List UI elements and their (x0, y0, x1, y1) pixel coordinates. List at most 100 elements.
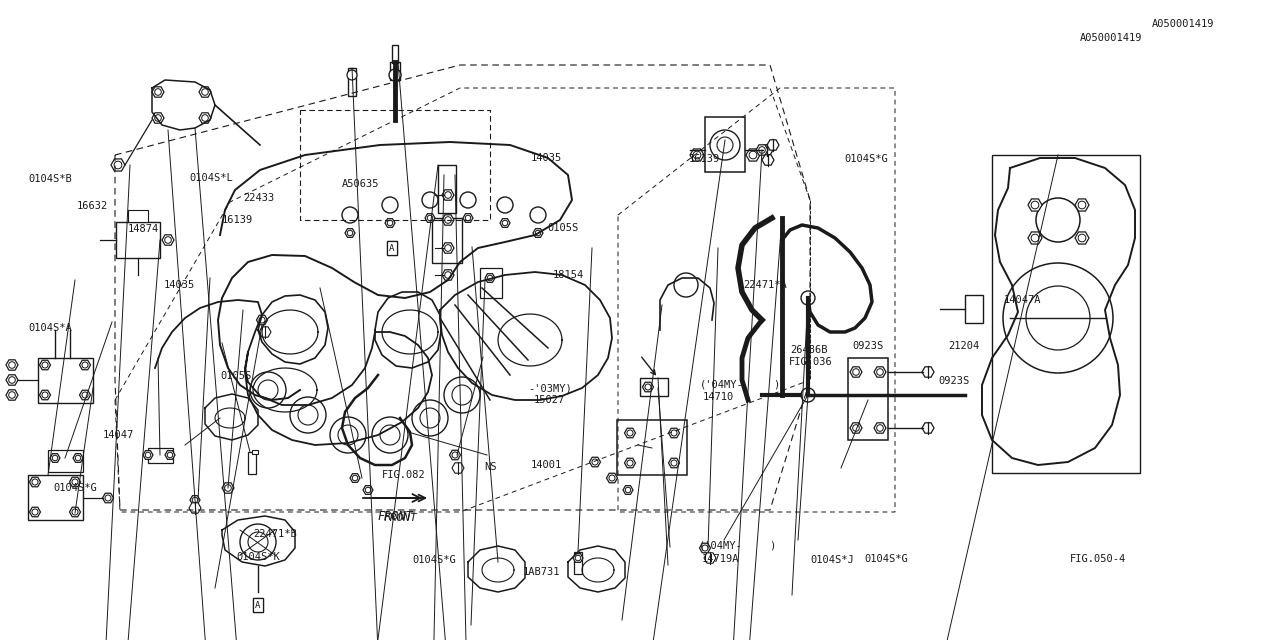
Polygon shape (1075, 199, 1089, 211)
Bar (480, 268, 502, 298)
Circle shape (298, 405, 317, 425)
Bar (438, 165, 456, 213)
Circle shape (338, 425, 358, 445)
Polygon shape (152, 113, 164, 123)
Polygon shape (1075, 232, 1089, 244)
Text: 18154: 18154 (553, 270, 584, 280)
Circle shape (694, 151, 701, 159)
Circle shape (428, 215, 433, 221)
Polygon shape (762, 145, 773, 155)
Circle shape (1078, 201, 1085, 209)
Polygon shape (346, 228, 355, 237)
Circle shape (852, 425, 859, 431)
Text: 0104S*G: 0104S*G (54, 483, 97, 493)
Polygon shape (40, 360, 50, 370)
Polygon shape (767, 140, 780, 150)
Polygon shape (29, 508, 41, 516)
Text: 14710: 14710 (703, 392, 733, 402)
Circle shape (609, 475, 614, 481)
Polygon shape (690, 149, 704, 161)
Text: 0923S: 0923S (852, 340, 883, 351)
Text: FIG.050-4: FIG.050-4 (1070, 554, 1126, 564)
Bar (128, 210, 148, 222)
Circle shape (1027, 286, 1091, 350)
Polygon shape (189, 503, 201, 513)
Circle shape (155, 89, 161, 95)
Circle shape (42, 362, 49, 368)
Circle shape (347, 230, 353, 236)
Circle shape (1032, 234, 1039, 242)
Text: 14047: 14047 (102, 430, 133, 440)
Polygon shape (704, 553, 716, 563)
Text: A50635: A50635 (342, 179, 379, 189)
Text: 14719A: 14719A (701, 554, 739, 564)
Polygon shape (762, 155, 774, 165)
Text: A: A (389, 243, 394, 253)
Polygon shape (922, 367, 934, 377)
Circle shape (250, 372, 285, 408)
Circle shape (671, 460, 677, 466)
Circle shape (192, 497, 197, 503)
Circle shape (444, 377, 480, 413)
Bar (248, 452, 256, 474)
Circle shape (627, 430, 634, 436)
Polygon shape (625, 428, 635, 438)
Polygon shape (102, 493, 114, 503)
Bar (148, 448, 173, 463)
Circle shape (801, 291, 815, 305)
Polygon shape (607, 473, 617, 483)
Circle shape (444, 192, 452, 198)
Text: 16139: 16139 (221, 214, 252, 225)
Text: 15027: 15027 (534, 395, 564, 405)
Circle shape (675, 273, 698, 297)
Circle shape (225, 484, 232, 492)
Polygon shape (6, 390, 18, 400)
Polygon shape (50, 454, 60, 462)
Circle shape (801, 388, 815, 402)
Circle shape (82, 392, 88, 398)
Circle shape (444, 217, 452, 223)
Polygon shape (922, 423, 934, 433)
Bar (640, 378, 668, 396)
Text: FRONT: FRONT (383, 513, 417, 523)
Polygon shape (1028, 232, 1042, 244)
Polygon shape (643, 382, 654, 392)
Circle shape (82, 362, 88, 368)
Polygon shape (850, 367, 861, 377)
Circle shape (168, 452, 173, 458)
Text: 1AB731: 1AB731 (522, 566, 559, 577)
Text: 14047A: 14047A (1004, 294, 1041, 305)
Circle shape (422, 192, 438, 208)
Polygon shape (625, 458, 635, 468)
Circle shape (76, 455, 81, 461)
Text: 0105S: 0105S (548, 223, 579, 234)
Polygon shape (756, 145, 768, 155)
Circle shape (9, 362, 15, 368)
Text: 26486B: 26486B (790, 345, 827, 355)
Circle shape (241, 524, 276, 560)
Polygon shape (463, 214, 474, 222)
Circle shape (749, 151, 756, 159)
Circle shape (575, 556, 581, 561)
Text: 22471*A: 22471*A (744, 280, 787, 290)
Bar (348, 68, 356, 96)
Circle shape (412, 400, 448, 436)
Polygon shape (425, 214, 435, 222)
Polygon shape (6, 360, 18, 370)
Circle shape (372, 417, 408, 453)
Text: 0105S: 0105S (220, 371, 251, 381)
Text: A: A (389, 243, 394, 253)
Polygon shape (746, 149, 760, 161)
Circle shape (105, 495, 111, 501)
Circle shape (202, 115, 209, 122)
Text: 0923S: 0923S (938, 376, 969, 386)
Polygon shape (364, 486, 372, 494)
Circle shape (1004, 263, 1114, 373)
Circle shape (645, 384, 652, 390)
Circle shape (877, 369, 883, 375)
Text: 14035: 14035 (164, 280, 195, 290)
Polygon shape (189, 495, 200, 504)
Text: NS: NS (484, 462, 497, 472)
Polygon shape (111, 159, 125, 171)
Text: 0104S*A: 0104S*A (28, 323, 72, 333)
